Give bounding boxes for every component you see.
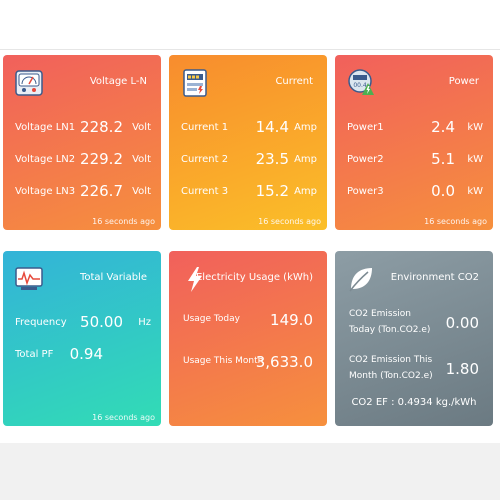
total-variable-card: Total Variable Frequency 50.00 Hz Total … <box>3 251 161 426</box>
waveform-monitor-icon <box>15 267 43 290</box>
row-unit: kW <box>467 154 483 165</box>
row-value: 229.2 <box>80 150 123 168</box>
total-row-1: Frequency 50.00 Hz <box>15 313 155 333</box>
row-label: Voltage LN3 <box>15 186 76 197</box>
row-label: Current 2 <box>181 154 229 165</box>
current-card: Current Current 1 14.4 Amp Current 2 23.… <box>169 55 327 230</box>
electric-meter-icon <box>183 69 207 97</box>
row-unit: Amp <box>294 122 317 133</box>
row-label: Total PF <box>15 349 54 360</box>
voltage-row-3: Voltage LN3 226.7 Volt <box>15 182 155 202</box>
row-label: Voltage LN2 <box>15 154 76 165</box>
row-unit: kW <box>467 186 483 197</box>
row-unit: Volt <box>132 186 151 197</box>
svg-text:00.4: 00.4 <box>353 82 367 89</box>
row-unit: Volt <box>132 154 151 165</box>
voltage-row-2: Voltage LN2 229.2 Volt <box>15 150 155 170</box>
last-updated: 16 seconds ago <box>92 413 155 422</box>
co2-month-value: 1.80 <box>445 360 479 378</box>
environment-co2-card: Environment CO2 CO2 Emission Today (Ton.… <box>335 251 493 426</box>
last-updated: 16 seconds ago <box>424 217 487 226</box>
row-value: 23.5 <box>255 150 289 168</box>
power-row-1: Power1 2.4 kW <box>347 118 487 138</box>
current-row-3: Current 3 15.2 Amp <box>181 182 321 202</box>
power-meter-icon: 00.4 <box>348 69 374 95</box>
lightning-bolt-icon <box>188 267 202 292</box>
voltage-row-1: Voltage LN1 228.2 Volt <box>15 118 155 138</box>
row-value: 228.2 <box>80 118 123 136</box>
row-label: Current 1 <box>181 122 229 133</box>
row-unit: kW <box>467 122 483 133</box>
usage-month-value: 3,633.0 <box>255 353 313 371</box>
row-label: Current 3 <box>181 186 229 197</box>
bottom-bar <box>0 443 500 500</box>
usage-today-value: 149.0 <box>270 311 313 329</box>
row-label: Power2 <box>347 154 384 165</box>
card-title: Power <box>448 76 479 87</box>
electricity-usage-card: Electricity Usage (kWh) Usage Today 149.… <box>169 251 327 426</box>
card-title: Electricity Usage (kWh) <box>195 272 313 283</box>
usage-today-label: Usage Today <box>183 314 240 324</box>
row-unit: Amp <box>294 154 317 165</box>
row-value: 14.4 <box>255 118 289 136</box>
card-title: Total Variable <box>79 272 147 283</box>
card-title: Environment CO2 <box>390 272 479 283</box>
power-card: 00.4 Power Power1 2.4 kW Power2 5.1 kW P… <box>335 55 493 230</box>
row-label: Voltage LN1 <box>15 122 76 133</box>
top-bar <box>0 0 500 50</box>
row-unit: Amp <box>294 186 317 197</box>
voltmeter-icon <box>15 70 43 96</box>
voltage-card: Voltage L-N Voltage LN1 228.2 Volt Volta… <box>3 55 161 230</box>
row-value: 0.0 <box>431 182 455 200</box>
card-title: Voltage L-N <box>89 76 147 87</box>
usage-month-label: Usage This Month <box>183 356 264 366</box>
power-row-2: Power2 5.1 kW <box>347 150 487 170</box>
row-unit: Hz <box>138 317 151 328</box>
row-label: Power1 <box>347 122 384 133</box>
row-value: 0.94 <box>69 345 103 363</box>
row-label: Power3 <box>347 186 384 197</box>
row-value: 50.00 <box>80 313 123 331</box>
power-row-3: Power3 0.0 kW <box>347 182 487 202</box>
total-row-2: Total PF 0.94 <box>15 345 155 365</box>
last-updated: 16 seconds ago <box>92 217 155 226</box>
row-value: 5.1 <box>431 150 455 168</box>
co2-emission-factor: CO2 EF : 0.4934 kg./kWh <box>351 397 477 408</box>
row-unit: Volt <box>132 122 151 133</box>
card-title: Current <box>275 76 313 87</box>
row-value: 226.7 <box>80 182 123 200</box>
row-value: 2.4 <box>431 118 455 136</box>
row-value: 15.2 <box>255 182 289 200</box>
current-row-2: Current 2 23.5 Amp <box>181 150 321 170</box>
co2-today-value: 0.00 <box>445 314 479 332</box>
last-updated: 16 seconds ago <box>258 217 321 226</box>
co2-month-label: CO2 Emission This Month (Ton.CO2.e) <box>349 355 433 381</box>
leaf-icon <box>349 268 372 292</box>
co2-today-label: CO2 Emission Today (Ton.CO2.e) <box>349 309 431 335</box>
row-label: Frequency <box>15 317 67 328</box>
current-row-1: Current 1 14.4 Amp <box>181 118 321 138</box>
